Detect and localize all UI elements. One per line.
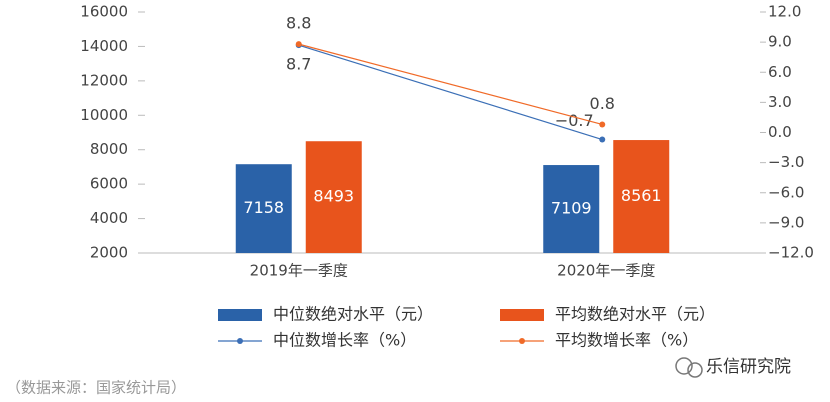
legend-label: 平均数增长率（%）	[555, 331, 698, 350]
watermark-icon	[675, 357, 703, 378]
line-point	[295, 41, 302, 48]
y-tick-label: 14000	[80, 37, 128, 55]
x-tick-label: 2020年一季度	[557, 262, 655, 280]
y-tick-label: 12000	[80, 71, 128, 89]
legend-swatch	[218, 309, 262, 321]
source: （数据来源：国家统计局）	[6, 379, 186, 397]
line-value-label: 8.8	[286, 14, 311, 33]
x-tick-label: 2019年一季度	[250, 262, 348, 280]
line-value-label: 8.7	[286, 55, 311, 74]
line-point	[599, 136, 606, 143]
y2-tick-label: 0.0	[768, 123, 792, 141]
y2-tick-label: −6.0	[768, 183, 804, 201]
y-tick-label: 10000	[80, 106, 128, 124]
legend-swatch	[500, 309, 544, 321]
y-tick-label: 8000	[90, 140, 128, 158]
legend-swatch	[519, 338, 525, 344]
y-tick-label: 2000	[90, 244, 128, 262]
legend-swatch	[237, 338, 243, 344]
y2-tick-label: −3.0	[768, 153, 804, 171]
y-tick-label: 4000	[90, 209, 128, 227]
bar	[613, 140, 670, 253]
y2-tick-label: 3.0	[768, 93, 792, 111]
y2-tick-label: −12.0	[768, 244, 814, 262]
bar-value-label: 8493	[313, 187, 354, 206]
line-value-label: 0.8	[590, 94, 615, 113]
watermark: 乐信研究院	[706, 357, 791, 377]
y2-tick-label: 9.0	[768, 33, 792, 51]
bar	[305, 141, 362, 253]
line-point	[599, 121, 606, 128]
legend-label: 中位数绝对水平（元）	[273, 305, 433, 324]
line-value-label: −0.7	[555, 111, 594, 130]
y2-tick-label: 12.0	[768, 3, 801, 21]
bar-value-label: 7158	[243, 198, 284, 217]
y2-tick-label: 6.0	[768, 63, 792, 81]
bar	[543, 165, 600, 253]
line	[298, 44, 603, 141]
line	[298, 43, 603, 126]
y2-tick-label: −9.0	[768, 213, 804, 231]
bar-value-label: 8561	[621, 186, 662, 205]
y-tick-label: 6000	[90, 175, 128, 193]
bar-value-label: 7109	[551, 199, 592, 218]
y-tick-label: 16000	[80, 3, 128, 21]
legend-label: 平均数绝对水平（元）	[555, 305, 715, 324]
legend-label: 中位数增长率（%）	[273, 331, 416, 350]
bar	[235, 164, 292, 253]
